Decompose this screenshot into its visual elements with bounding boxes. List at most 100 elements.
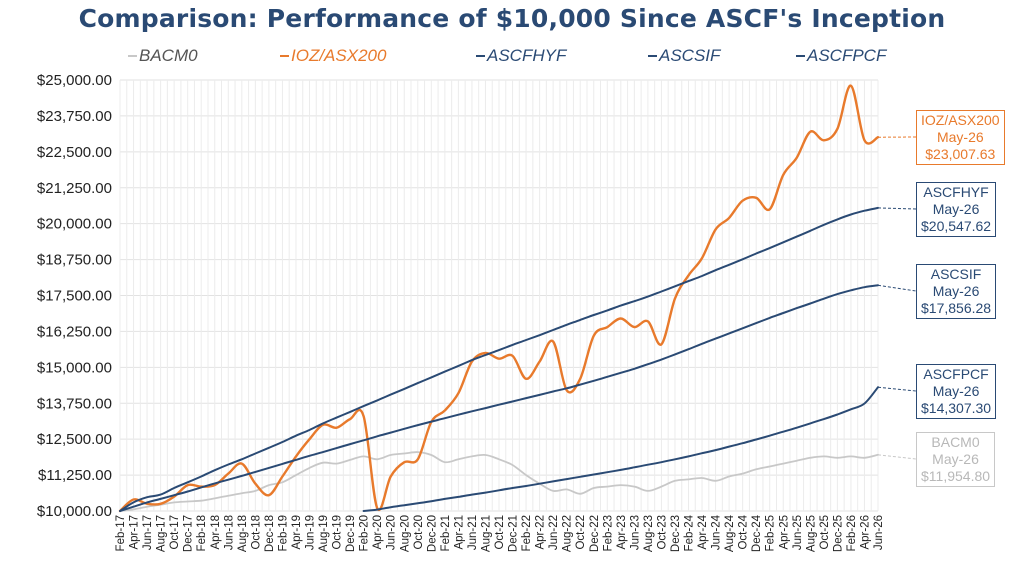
data-point-ascfpcf	[701, 452, 703, 454]
data-point-ascfhyf	[281, 441, 284, 443]
x-tick-label: Apr-22	[535, 515, 547, 550]
data-point-ascfhyf	[633, 300, 635, 302]
data-point-ioz-asx200	[755, 197, 757, 199]
chart-legend: BACM0 IOZ/ASX200 ASCFHYF ASCSIF ASCFPCF	[0, 46, 1024, 68]
data-point-bacm0	[363, 455, 365, 458]
data-point-ascfhyf	[539, 334, 541, 336]
data-point-bacm0	[863, 457, 866, 459]
data-point-ioz-asx200	[349, 418, 351, 420]
data-point-ioz-asx200	[444, 409, 446, 412]
data-point-ascfpcf	[566, 478, 568, 480]
data-point-ascsif	[403, 428, 405, 430]
y-tick-label: $10,000.00	[37, 503, 112, 520]
data-point-ioz-asx200	[417, 458, 419, 460]
data-point-bacm0	[755, 468, 757, 470]
data-point-ascfhyf	[403, 388, 405, 390]
data-point-ascfhyf	[308, 429, 311, 431]
end-label-value: $14,307.30	[921, 400, 992, 416]
data-point-ioz-asx200	[335, 427, 338, 429]
chart-title: Comparison: Performance of $10,000 Since…	[78, 4, 946, 33]
x-tick-label: Feb-22	[521, 515, 533, 551]
data-point-ascsif	[295, 459, 297, 461]
end-label-name: ASCFHYF	[923, 184, 989, 200]
x-tick-label: Dec-24	[751, 514, 763, 552]
data-point-ioz-asx200	[539, 360, 541, 363]
data-point-ascfpcf	[620, 469, 622, 471]
data-point-ascsif	[809, 302, 811, 305]
data-point-ascfhyf	[511, 344, 514, 346]
x-tick-label: Apr-20	[372, 515, 384, 550]
legend-item: ASCSIF	[648, 46, 720, 66]
data-point-ascfpcf	[823, 418, 825, 420]
data-point-ioz-asx200	[769, 208, 771, 210]
x-tick-label: Dec-22	[589, 515, 601, 552]
data-point-bacm0	[511, 464, 514, 466]
data-point-ascfhyf	[823, 224, 825, 226]
y-tick-label: $13,750.00	[37, 395, 112, 412]
end-label-name: ASCSIF	[930, 266, 982, 282]
data-point-ascsif	[173, 494, 175, 496]
end-label-value: $20,547.62	[921, 218, 992, 234]
data-point-ascsif	[200, 486, 202, 489]
data-point-bacm0	[728, 475, 730, 478]
data-point-ascfpcf	[430, 500, 432, 502]
x-tick-label: Dec-20	[426, 515, 438, 552]
data-point-ascfhyf	[254, 452, 256, 455]
x-tick-label: Jun-21	[467, 515, 479, 550]
data-point-bacm0	[633, 485, 635, 488]
data-point-ascfhyf	[850, 213, 852, 216]
data-point-bacm0	[647, 490, 649, 492]
x-tick-label: Aug-24	[724, 514, 736, 552]
data-point-ioz-asx200	[457, 392, 459, 394]
x-tick-label: Oct-25	[819, 515, 831, 550]
data-point-ioz-asx200	[241, 462, 243, 465]
data-point-bacm0	[281, 481, 284, 483]
data-point-ascsif	[335, 447, 338, 449]
x-tick-label: Apr-25	[778, 515, 790, 550]
data-point-ascfhyf	[444, 371, 446, 373]
y-tick-label: $12,500.00	[37, 431, 112, 448]
data-point-ascfpcf	[863, 402, 866, 405]
x-tick-label: Oct-21	[494, 515, 506, 550]
data-point-ioz-asx200	[511, 355, 514, 357]
data-point-bacm0	[132, 508, 135, 510]
data-point-ascsif	[254, 471, 256, 473]
data-point-ascfpcf	[755, 438, 757, 441]
end-label-date: May-26	[936, 129, 984, 145]
data-point-ioz-asx200	[132, 498, 135, 501]
data-point-bacm0	[241, 492, 243, 494]
end-label-value: $11,954.80	[921, 468, 991, 484]
data-point-ascfhyf	[755, 252, 757, 255]
data-point-ioz-asx200	[850, 85, 852, 87]
y-tick-label: $23,750.00	[37, 108, 112, 125]
x-tick-label: Jun-20	[386, 515, 398, 550]
data-point-ioz-asx200	[782, 174, 784, 176]
data-point-ascfpcf	[403, 504, 405, 506]
data-point-ascsif	[660, 358, 663, 361]
data-point-ascfhyf	[295, 435, 297, 437]
legend-label: IOZ/ASX200	[291, 46, 387, 65]
data-point-bacm0	[836, 457, 838, 459]
data-point-bacm0	[444, 461, 446, 463]
data-point-ascfpcf	[457, 496, 459, 498]
legend-swatch	[648, 54, 657, 57]
data-point-bacm0	[566, 488, 568, 491]
data-point-ascfhyf	[782, 241, 784, 243]
data-point-ascfhyf	[363, 405, 365, 407]
data-point-ascfhyf	[227, 463, 229, 466]
end-label-ascfhyf: ASCFHYF May-26 $20,547.62	[916, 182, 997, 237]
data-point-ascfhyf	[268, 447, 270, 449]
data-point-bacm0	[687, 478, 690, 480]
data-point-ascfhyf	[660, 290, 663, 293]
x-tick-label: Dec-17	[183, 515, 195, 552]
data-point-ascsif	[728, 332, 730, 335]
data-point-ascfpcf	[552, 480, 554, 483]
data-point-ioz-asx200	[390, 475, 392, 478]
data-point-ascsif	[755, 322, 757, 324]
x-tick-label: Jun-17	[142, 515, 154, 550]
data-point-ascsif	[714, 338, 717, 340]
data-point-ascfhyf	[430, 376, 432, 378]
end-label-bacm0: BACM0 May-26 $11,954.80	[916, 432, 996, 487]
data-point-ascsif	[579, 383, 581, 386]
data-point-ascsif	[863, 286, 866, 288]
